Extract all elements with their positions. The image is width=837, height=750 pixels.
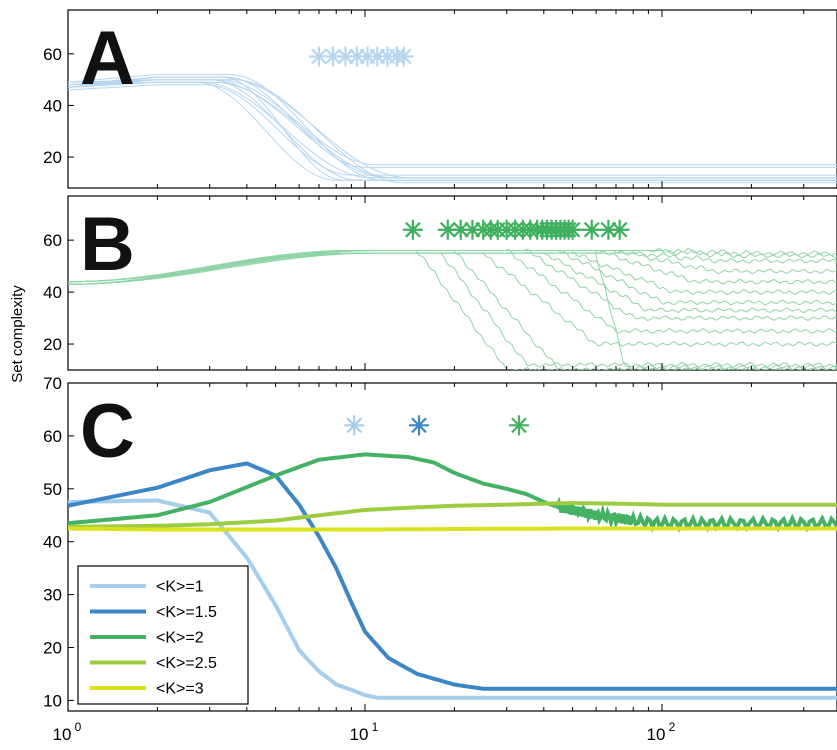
panel-c: 10 20 30 40 50 60 70 C <K>=1 <K>=1.5 <K>=2 <K>=2.… [43, 374, 837, 712]
x-tick-exponent: 2 [669, 720, 676, 734]
panel-b-series-line [68, 252, 837, 370]
panel-a-series-line [68, 79, 837, 166]
panel-a-series-line [68, 81, 837, 179]
panel-c-series-line [68, 452, 837, 533]
legend-label: <K>=1.5 [156, 604, 217, 621]
panel-c-marker [409, 415, 430, 436]
panel-a-series-line [68, 76, 837, 168]
panel-a-frame [67, 9, 837, 189]
x-tick-label: 10 [53, 725, 72, 744]
panel-a: 20 40 60 A [43, 9, 837, 189]
panel-a-series-line [68, 84, 837, 176]
panel-c-ytick-label: 70 [43, 374, 62, 393]
x-axis: 10 0 10 1 10 2 [53, 10, 805, 744]
panel-c-frame [67, 382, 837, 712]
x-tick-label: 10 [647, 725, 666, 744]
panel-b-series-line [68, 248, 837, 283]
panel-c-ytick-label: 40 [43, 533, 62, 552]
panel-a-marker [393, 46, 414, 67]
panel-c-ytick-label: 10 [43, 691, 62, 710]
legend-label: <K>=2.5 [156, 655, 217, 672]
panel-b: 20 40 60 B [43, 195, 837, 371]
panel-b-series-line [68, 250, 837, 370]
panel-a-ytick-label: 60 [43, 45, 62, 64]
panel-a-ytick-label: 20 [43, 148, 62, 167]
panel-b-letter: B [80, 202, 135, 287]
panel-b-series-line [68, 252, 837, 314]
panel-b-ytick-label: 40 [43, 283, 62, 302]
legend-label: <K>=3 [156, 681, 204, 698]
x-tick-label: 10 [350, 725, 369, 744]
panel-c-series-line [68, 461, 837, 691]
panel-a-letter: A [80, 16, 135, 101]
panel-b-ytick-label: 60 [43, 231, 62, 250]
legend: <K>=1 <K>=1.5 <K>=2 <K>=2.5 <K>=3 [77, 565, 249, 705]
panel-a-series-line [68, 79, 837, 179]
panel-c-letter: C [80, 389, 135, 474]
panel-a-ytick-label: 40 [43, 96, 62, 115]
panel-c-ytick-label: 60 [43, 427, 62, 446]
panel-b-marker [402, 219, 423, 240]
panel-b-frame [67, 195, 837, 371]
panel-c-ytick-label: 30 [43, 586, 62, 605]
y-axis-label: Set complexity [9, 285, 26, 383]
panel-b-marker [437, 219, 458, 240]
panel-c-marker [344, 415, 365, 436]
panel-b-series-line [68, 251, 837, 285]
panel-c-ytick-label: 50 [43, 480, 62, 499]
panel-b-marker [609, 219, 630, 240]
panel-c-series-line [68, 526, 837, 532]
panel-a-series-line [68, 81, 837, 181]
panel-b-series-line [68, 250, 837, 306]
panel-c-series-line [68, 501, 837, 529]
panel-c-ytick-label: 20 [43, 639, 62, 658]
panel-c-series-line [68, 498, 837, 700]
panel-a-series-line [68, 76, 837, 179]
panel-a-series-line [68, 81, 837, 179]
x-tick-exponent: 0 [75, 720, 82, 734]
legend-label: <K>=1 [156, 579, 204, 596]
panel-b-marker [562, 219, 583, 240]
panel-c-marker [508, 415, 529, 436]
panel-b-series-line [68, 250, 837, 370]
panel-b-ytick-label: 20 [43, 335, 62, 354]
x-tick-exponent: 1 [372, 720, 379, 734]
legend-label: <K>=2 [156, 630, 204, 647]
